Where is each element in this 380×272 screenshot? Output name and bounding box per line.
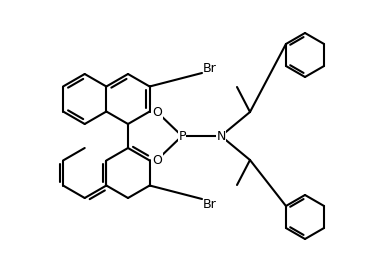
Text: O: O bbox=[152, 153, 162, 166]
Text: O: O bbox=[152, 106, 162, 119]
Text: N: N bbox=[216, 129, 226, 143]
Text: Br: Br bbox=[203, 61, 217, 75]
Text: Br: Br bbox=[203, 197, 217, 211]
Text: P: P bbox=[178, 129, 186, 143]
